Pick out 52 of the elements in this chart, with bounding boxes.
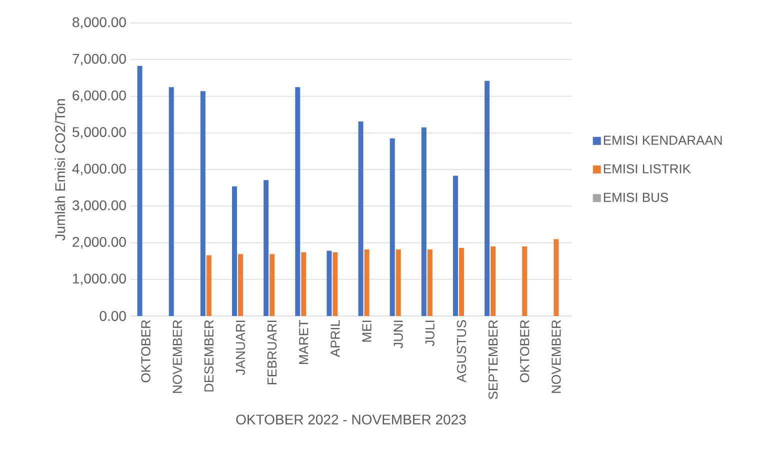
y-tick-label: 6,000.00	[72, 90, 126, 102]
legend-label: EMISI KENDARAAN	[604, 136, 722, 145]
x-tick-label: JUNI	[394, 320, 403, 348]
x-tick-label: NOVEMBER	[552, 320, 561, 393]
x-tick-label: OKTOBER	[141, 320, 150, 382]
x-axis-title: OKTOBER 2022 - NOVEMBER 2023	[236, 414, 466, 424]
bar	[427, 249, 432, 316]
y-tick-label: 3,000.00	[72, 200, 126, 212]
bar	[295, 87, 300, 316]
x-tick-label: MEI	[362, 320, 372, 342]
legend-label: EMISI LISTRIK	[604, 164, 691, 174]
bar	[326, 250, 332, 316]
bar	[168, 87, 174, 316]
bar	[200, 91, 206, 316]
bar	[270, 254, 275, 316]
x-tick-label: FEBRUARI	[268, 320, 277, 384]
x-tick-label: NOVEMBER	[172, 320, 182, 393]
bar	[206, 255, 212, 316]
bar	[453, 176, 458, 316]
y-tick-label: 0.00	[100, 311, 126, 321]
x-tick-label: AGUSTUS	[456, 320, 466, 382]
x-tick-label: OKTOBER	[520, 320, 530, 382]
bar	[332, 252, 338, 316]
bar	[421, 127, 426, 316]
bar	[554, 239, 559, 316]
y-tick-label: 8,000.00	[72, 17, 126, 29]
legend-label: EMISI BUS	[604, 192, 668, 202]
x-tick-label: DESEMBER	[204, 320, 214, 392]
bar	[522, 246, 528, 316]
y-tick-label: 1,000.00	[73, 274, 126, 286]
bar	[396, 249, 401, 316]
bar	[459, 248, 464, 316]
x-tick-label: JULI	[425, 320, 434, 346]
bar	[137, 66, 142, 316]
y-axis-title: Jumlah Emisi CO2/Ton	[54, 99, 66, 240]
bar	[390, 138, 395, 316]
bar	[238, 254, 244, 316]
bar	[358, 122, 364, 316]
x-tick-label: APRIL	[330, 320, 340, 358]
bar	[264, 180, 269, 316]
x-tick-label: JANUARI	[236, 320, 246, 375]
y-tick-label: 5,000.00	[72, 127, 126, 139]
bar	[490, 246, 496, 316]
x-tick-label: MARET	[299, 320, 308, 364]
bar	[232, 186, 238, 316]
y-tick-label: 2,000.00	[72, 236, 126, 249]
y-tick-label: 4,000.00	[72, 164, 126, 176]
y-tick-label: 7,000.00	[72, 54, 126, 66]
bar	[484, 80, 490, 316]
bar	[364, 249, 370, 316]
bar	[301, 252, 306, 316]
x-tick-label: SEPTEMBER	[488, 320, 498, 400]
